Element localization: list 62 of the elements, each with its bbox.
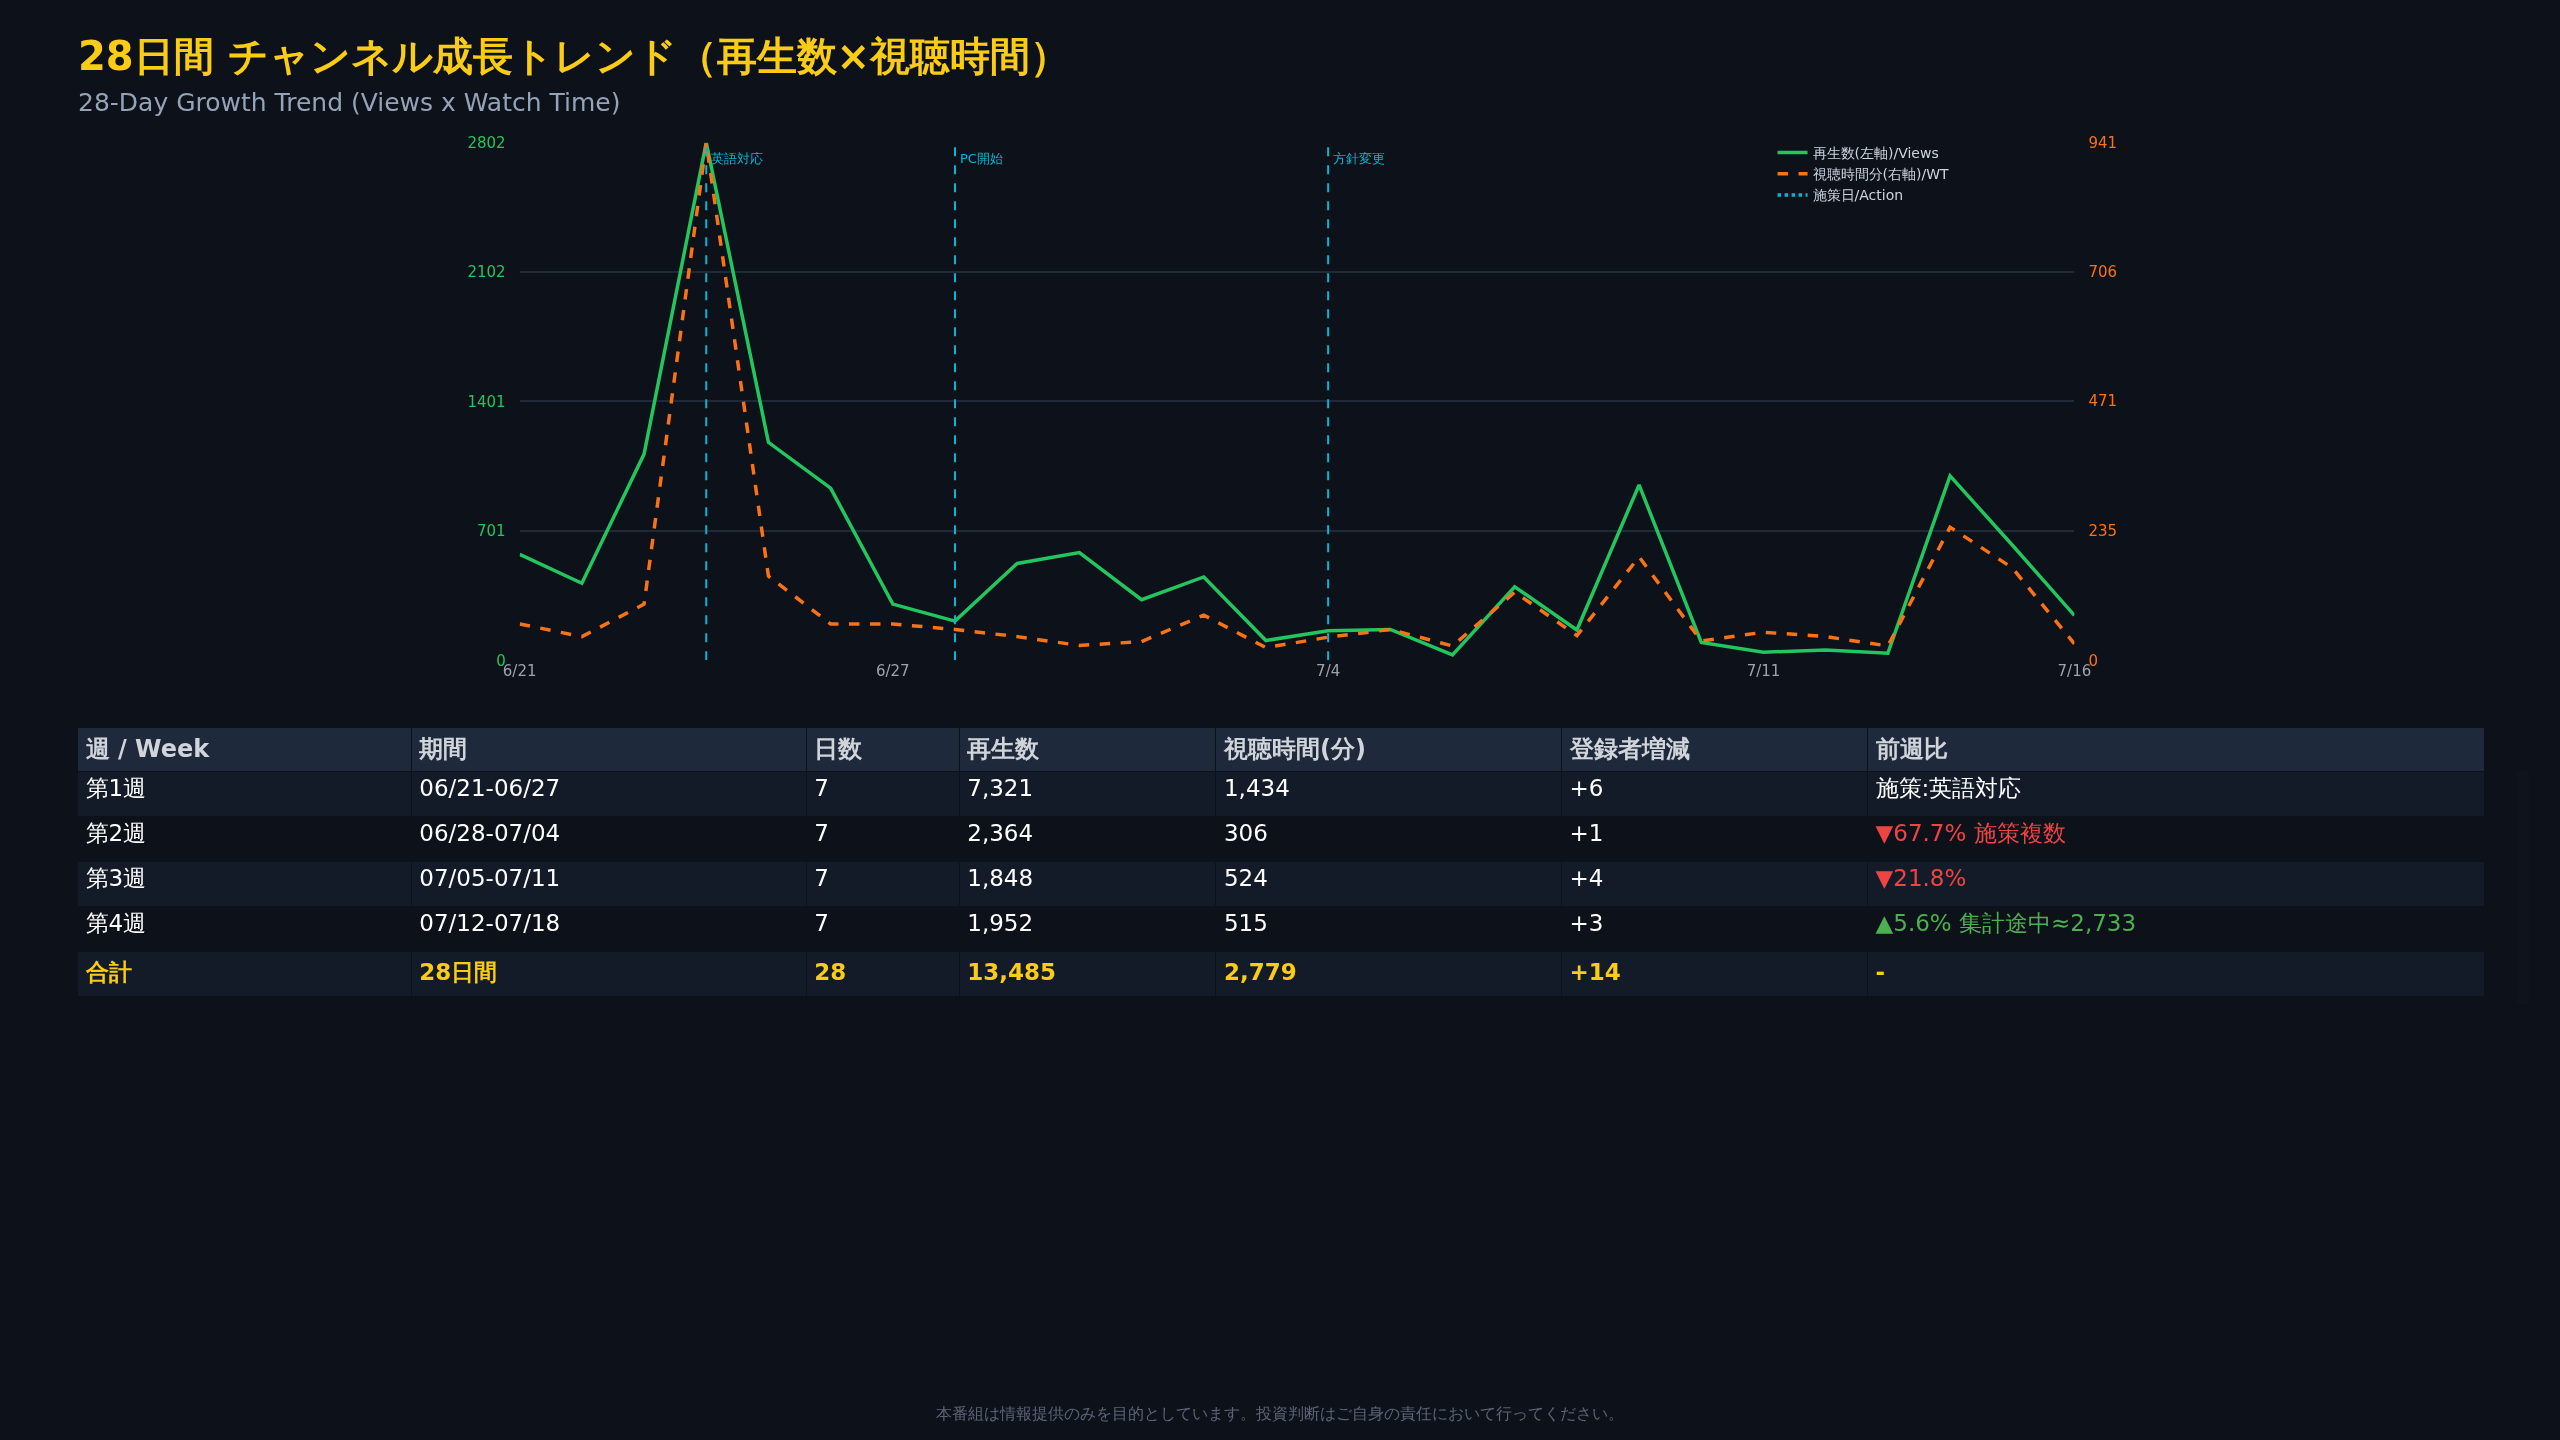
x-tick-label: 7/4 <box>1316 662 1341 681</box>
text: ▲5.6% 集計途中≈2,733 <box>1875 910 2137 937</box>
text: +1 <box>1569 820 1604 847</box>
text: +14 <box>1569 959 1621 986</box>
text: 06/28-07/04 <box>419 820 561 847</box>
text: 7 <box>814 865 829 892</box>
x-tick-label: 7/11 <box>1746 662 1781 681</box>
text: 13,485 <box>967 959 1057 986</box>
text: +6 <box>1569 775 1604 802</box>
category-label: 期間 <box>418 735 468 764</box>
category-label: 日数 <box>814 735 864 764</box>
chart-title: 28日間 チャンネル成長トレンド（再生数×視聴時間） <box>78 33 1071 79</box>
y-tick-label: 2102 <box>467 263 506 282</box>
text: 2,364 <box>967 820 1034 847</box>
text: 515 <box>1223 910 1268 937</box>
text: 第2週 <box>85 820 147 847</box>
text: 第3週 <box>85 865 147 892</box>
ref-line-label: 方針変更 <box>1333 151 1385 166</box>
text: 06/21-06/27 <box>419 775 561 802</box>
y-tick-label: 1401 <box>467 392 506 411</box>
category-label: 週 / Week <box>85 735 211 764</box>
text: 28日間 <box>419 959 498 986</box>
text: 2,779 <box>1223 959 1297 986</box>
text: 1,848 <box>967 865 1034 892</box>
legend-label: 視聴時間分(右軸)/WT <box>1812 166 1950 183</box>
text: +3 <box>1569 910 1604 937</box>
text: 第1週 <box>85 775 147 802</box>
text: 7,321 <box>967 775 1034 802</box>
category-label: 視聴時間(分) <box>1222 735 1366 764</box>
text: 306 <box>1223 820 1268 847</box>
text: 07/05-07/11 <box>419 865 561 892</box>
text: 本番組は情報提供のみを目的としています。投資判断はご自身の責任において行ってください。 <box>936 1404 1624 1423</box>
text: 524 <box>1223 865 1268 892</box>
text: 1,434 <box>1223 775 1290 802</box>
ref-line-label: 英語対応 <box>711 151 763 166</box>
text: 第4週 <box>85 910 147 937</box>
legend-label: 再生数(左軸)/Views <box>1812 145 1939 162</box>
text: - <box>1875 959 1886 986</box>
text: 7 <box>814 775 829 802</box>
chart-subtitle: 28-Day Growth Trend (Views x Watch Time) <box>78 88 621 117</box>
ref-line-label: PC開始 <box>960 151 1003 166</box>
category-label: 登録者増減 <box>1568 735 1690 764</box>
y-tick-label: 701 <box>477 522 506 541</box>
text: 7 <box>814 820 829 847</box>
legend-label: 施策日/Action <box>1812 187 1904 204</box>
text: +4 <box>1569 865 1604 892</box>
text: 28 <box>814 959 847 986</box>
category-label: 前週比 <box>1874 735 1948 764</box>
text: 7 <box>814 910 829 937</box>
text: ▼21.8% <box>1875 865 1967 892</box>
y2-tick-label: 941 <box>2088 133 2118 152</box>
text: ▼67.7% 施策複数 <box>1875 820 2066 847</box>
text: 施策:英語対応 <box>1875 775 2022 802</box>
text: 合計 <box>85 959 132 986</box>
y-tick-label: 2802 <box>467 133 506 152</box>
x-tick-label: 6/27 <box>875 662 910 681</box>
y2-tick-label: 471 <box>2088 392 2118 411</box>
text: 07/12-07/18 <box>419 910 561 937</box>
text: 1,952 <box>967 910 1034 937</box>
y2-tick-label: 706 <box>2088 263 2118 282</box>
category-label: 再生数 <box>966 735 1041 764</box>
y2-tick-label: 235 <box>2088 522 2118 541</box>
